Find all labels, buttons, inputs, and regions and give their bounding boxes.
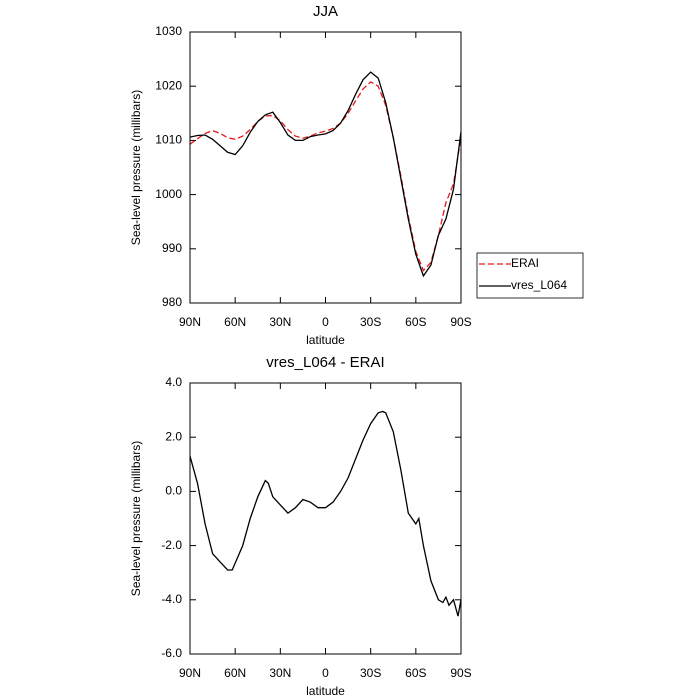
chart-title: JJA xyxy=(313,3,338,20)
legend-box xyxy=(476,252,584,299)
y-tick-label: -4.0 xyxy=(161,592,182,606)
legend-label: ERAI xyxy=(511,256,539,270)
series-line xyxy=(189,81,462,272)
x-tick-label: 90S xyxy=(450,666,471,680)
y-axis-label: Sea-level pressure (millibars) xyxy=(129,90,143,245)
y-tick-label: 0.0 xyxy=(165,484,182,498)
x-tick-label: 90S xyxy=(450,315,471,329)
x-tick-label: 60S xyxy=(405,315,426,329)
chart-title: vres_L064 - ERAI xyxy=(266,354,384,371)
x-tick-label: 60N xyxy=(224,666,246,680)
series-line xyxy=(189,410,462,617)
y-axis-label: Sea-level pressure (millibars) xyxy=(129,441,143,596)
y-tick-label: 2.0 xyxy=(165,429,182,443)
x-tick-label: 30S xyxy=(360,666,381,680)
x-axis-label: latitude xyxy=(306,333,345,347)
plot-frame xyxy=(189,382,462,655)
plot-frame xyxy=(189,31,462,304)
x-tick-label: 90N xyxy=(179,666,201,680)
y-tick-label: 1030 xyxy=(155,24,182,38)
y-tick-label: 1000 xyxy=(155,187,182,201)
y-tick-label: 4.0 xyxy=(165,375,182,389)
y-tick-label: 990 xyxy=(162,241,182,255)
x-axis-label: latitude xyxy=(306,684,345,698)
x-tick-label: 90N xyxy=(179,315,201,329)
x-tick-label: 60S xyxy=(405,666,426,680)
x-tick-label: 0 xyxy=(322,315,329,329)
x-tick-label: 60N xyxy=(224,315,246,329)
y-tick-label: -2.0 xyxy=(161,538,182,552)
x-tick-label: 30N xyxy=(269,315,291,329)
x-tick-label: 30N xyxy=(269,666,291,680)
y-tick-label: 980 xyxy=(162,295,182,309)
x-tick-label: 0 xyxy=(322,666,329,680)
y-tick-label: -6.0 xyxy=(161,646,182,660)
legend-label: vres_L064 xyxy=(511,278,567,292)
y-tick-label: 1020 xyxy=(155,78,182,92)
y-tick-label: 1010 xyxy=(155,133,182,147)
x-tick-label: 30S xyxy=(360,315,381,329)
series-line xyxy=(189,71,462,278)
